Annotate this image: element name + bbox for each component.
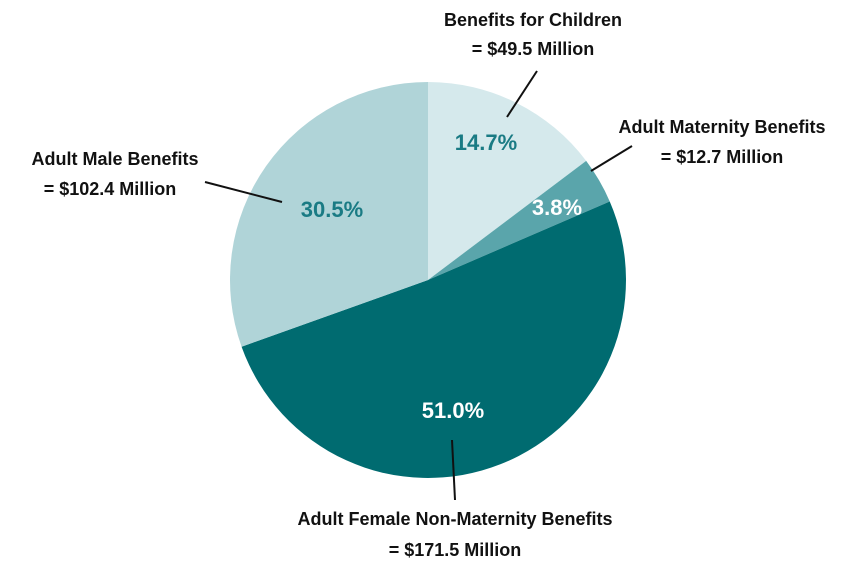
slice-children	[428, 82, 587, 280]
category-labels: Benefits for Children = $49.5 Million Ad…	[31, 10, 825, 560]
label-maternity-line1: Adult Maternity Benefits	[618, 117, 825, 137]
slice-female	[241, 201, 626, 478]
leader-line-children	[506, 70, 538, 118]
pie-slices	[230, 82, 626, 478]
slice-maternity	[428, 160, 610, 280]
label-male-line2: = $102.4 Million	[44, 179, 177, 199]
leader-line-maternity	[590, 145, 633, 172]
leader-line-male	[204, 181, 283, 203]
label-female-line1: Adult Female Non-Maternity Benefits	[297, 509, 612, 529]
label-maternity-line2: = $12.7 Million	[661, 147, 784, 167]
percent-label-female: 51.0%	[422, 398, 484, 423]
label-children-line1: Benefits for Children	[444, 10, 622, 30]
percent-label-children: 14.7%	[455, 130, 517, 155]
label-children-line2: = $49.5 Million	[472, 39, 595, 59]
percent-labels: 14.7% 3.8% 51.0% 30.5%	[301, 130, 582, 423]
slice-male	[230, 82, 428, 347]
percent-label-male: 30.5%	[301, 197, 363, 222]
leader-line-female	[451, 439, 456, 501]
label-female-line2: = $171.5 Million	[389, 540, 522, 560]
label-male-line1: Adult Male Benefits	[31, 149, 198, 169]
percent-label-maternity: 3.8%	[532, 195, 582, 220]
leader-lines	[204, 70, 633, 501]
